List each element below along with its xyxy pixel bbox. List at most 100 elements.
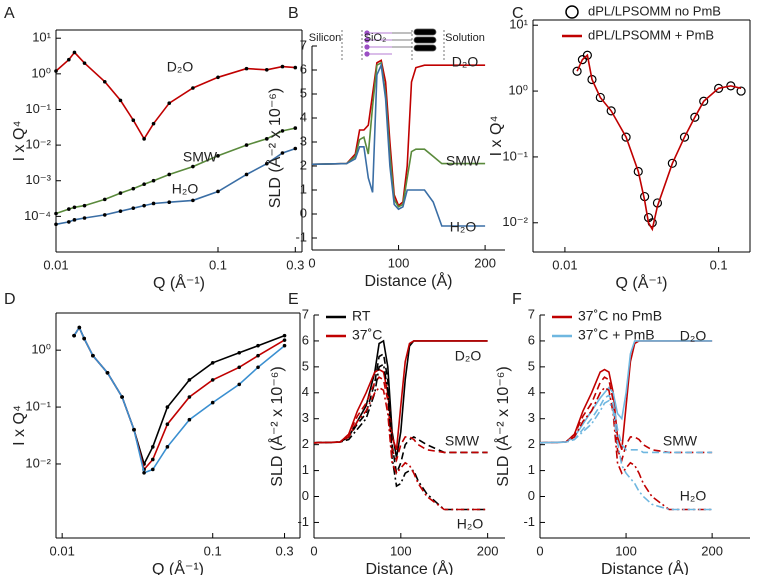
x-tick-label: 0.1 [209, 257, 227, 272]
x-axis-title: Q (Å⁻¹) [616, 273, 668, 292]
data-point [237, 365, 242, 370]
data-point [699, 96, 709, 106]
data-point [72, 50, 77, 55]
x-tick-label: 100 [390, 543, 412, 558]
bilayer-schematic [341, 28, 445, 60]
series-label: H₂O [172, 181, 199, 197]
data-point [82, 203, 87, 208]
annotation: H₂O [457, 516, 484, 532]
data-point [191, 86, 195, 90]
data-point [142, 182, 146, 186]
data-point [165, 445, 170, 449]
panel-label: F [512, 291, 522, 308]
y-tick-label: 2 [300, 157, 307, 172]
y-tick-label: 3 [302, 410, 309, 425]
series-line [311, 61, 486, 208]
series-line [73, 325, 285, 467]
x-tick-label: 0.3 [286, 257, 304, 272]
data-point [105, 371, 110, 375]
y-axis-title: I x Q⁴ [11, 405, 28, 446]
data-point [132, 427, 136, 432]
data-point [151, 457, 155, 462]
data-point [187, 378, 192, 382]
y-tick-label: 10⁻² [25, 455, 51, 470]
data-point [191, 164, 195, 169]
series-line [539, 340, 713, 444]
data-point [282, 343, 287, 348]
x-axis-title: Distance (Å) [365, 559, 453, 575]
data-point [167, 101, 172, 105]
data-point [118, 209, 123, 213]
data-point [54, 69, 58, 73]
data-point [102, 79, 107, 84]
data-point [102, 197, 107, 202]
legend-label: dPL/LPSOMM + PmB [588, 27, 714, 42]
y-tick-label: 10¹ [509, 17, 528, 32]
data-point [256, 353, 260, 358]
annotation: Solution [445, 32, 485, 44]
y-axis-title: SLD (Å⁻² x 10⁻⁶) [493, 366, 512, 486]
annotation: SiO₂ [364, 32, 387, 44]
y-axis-title: I x Q⁴ [11, 121, 28, 162]
data-point [118, 98, 123, 103]
data-point [237, 382, 242, 387]
data-point [216, 189, 220, 194]
y-tick-label: -1 [295, 229, 307, 244]
x-tick-label: 0.1 [204, 543, 222, 558]
panel-label: D [4, 291, 16, 308]
data-point [131, 186, 136, 191]
data-point [244, 66, 249, 71]
data-point [280, 151, 285, 155]
x-tick-label: 100 [615, 543, 637, 558]
y-tick-label: 0 [528, 488, 535, 503]
data-point [82, 336, 86, 341]
data-point [256, 365, 260, 370]
x-tick-label: 0.1 [710, 257, 728, 272]
series-label: D₂O [452, 54, 479, 70]
data-point [210, 378, 215, 382]
data-point [151, 178, 156, 183]
data-point [118, 191, 123, 195]
data-point [82, 61, 87, 65]
series-line [55, 127, 296, 215]
data-point [264, 67, 269, 72]
series-label: SMW [183, 149, 218, 165]
legend-label: 37˚C no PmB [578, 308, 662, 324]
data-point [167, 200, 172, 204]
data-point [210, 400, 215, 405]
y-tick-label: 7 [528, 306, 535, 321]
data-point [572, 66, 582, 76]
data-point [714, 83, 724, 93]
y-tick-label: 10⁻² [25, 137, 51, 152]
data-point [293, 146, 298, 151]
x-axis-title: Q (Å⁻¹) [152, 559, 204, 575]
data-point [187, 417, 192, 422]
series-line [55, 51, 296, 141]
y-axis-title: SLD (Å⁻² x 10⁻⁶) [267, 366, 286, 486]
data-point [244, 143, 249, 147]
data-point [120, 395, 124, 399]
data-point [216, 154, 220, 158]
series-label: D₂O [167, 59, 194, 75]
series-line [539, 399, 713, 511]
panel-label: E [288, 291, 299, 308]
y-tick-label: 1 [302, 462, 309, 477]
x-axis-title: Q (Å⁻¹) [153, 273, 205, 292]
x-tick-label: 0.01 [50, 543, 75, 558]
data-point [210, 360, 215, 365]
annotation: Silicon [309, 32, 341, 44]
legend-symbol [565, 5, 579, 19]
data-point [82, 216, 87, 220]
data-point [606, 106, 616, 116]
data-point [679, 132, 690, 142]
data-point [165, 422, 170, 426]
x-tick-label: 200 [701, 543, 723, 558]
x-tick-label: 0.01 [43, 257, 68, 272]
y-tick-label: 4 [302, 384, 309, 399]
data-point [102, 213, 107, 217]
y-tick-label: 10⁰ [508, 83, 528, 98]
legend-label: 37˚C + PmB [578, 327, 655, 343]
data-point [131, 118, 136, 123]
annotation: SMW [445, 433, 480, 449]
